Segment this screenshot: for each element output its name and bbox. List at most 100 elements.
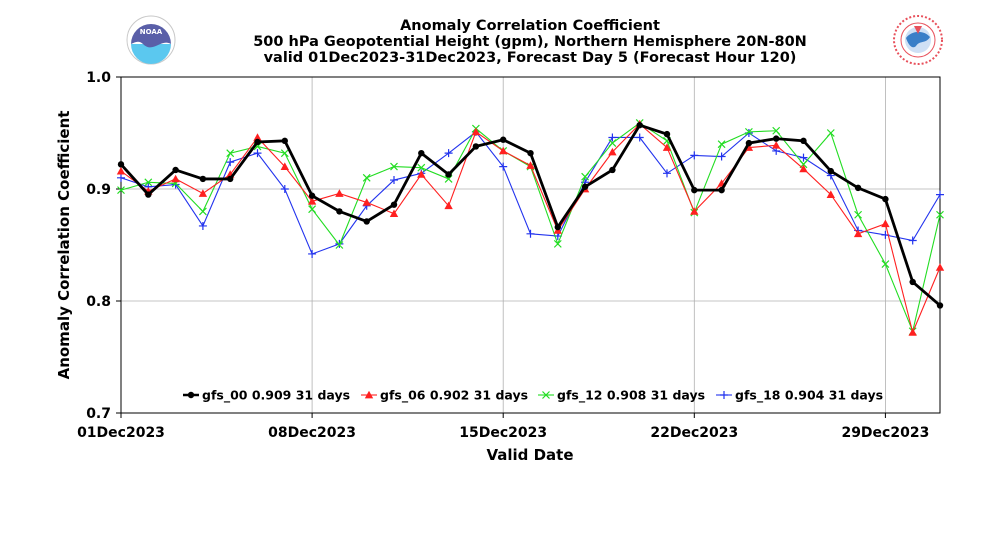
data-point [444, 201, 453, 210]
legend-label: gfs_12 0.908 31 days [557, 388, 705, 404]
data-point [609, 166, 616, 174]
x-tick-label: 29Dec2023 [841, 425, 929, 441]
data-point [935, 263, 945, 271]
data-point [145, 191, 152, 198]
data-point [280, 185, 289, 193]
noaa-logo-icon: NOAA [126, 15, 176, 65]
data-point [908, 236, 917, 245]
y-axis-label: Anomaly Correlation Coefficient [55, 111, 73, 380]
data-point [853, 229, 863, 238]
data-point [144, 178, 153, 187]
data-point [854, 184, 862, 192]
legend-item: gfs_00 0.909 31 days [183, 388, 350, 404]
data-point [363, 218, 370, 225]
data-point [254, 138, 261, 146]
data-point [499, 162, 508, 171]
y-tick-label: 0.8 [86, 294, 111, 310]
data-point [336, 208, 343, 215]
data-point [881, 219, 890, 228]
data-point [117, 173, 125, 182]
data-point [717, 152, 726, 161]
x-tick-label: 01Dec2023 [77, 425, 165, 441]
y-tick-label: 0.7 [86, 406, 111, 422]
data-point [390, 201, 398, 208]
data-point [444, 149, 453, 158]
data-point [826, 129, 835, 137]
data-point [827, 167, 834, 175]
data-point [199, 175, 207, 183]
data-point [117, 186, 125, 195]
data-point [635, 133, 644, 142]
legend-label: gfs_06 0.902 31 days [380, 388, 528, 404]
data-point [882, 195, 889, 203]
data-point [253, 149, 262, 158]
legend-label: gfs_18 0.904 31 days [735, 388, 883, 404]
data-point [663, 130, 671, 138]
data-point [690, 151, 699, 160]
data-point [390, 176, 398, 185]
x-tick-label: 22Dec2023 [650, 425, 738, 441]
data-point [772, 126, 781, 135]
data-point [171, 174, 180, 183]
data-point [826, 190, 835, 198]
data-point [500, 136, 507, 143]
data-point [253, 133, 262, 141]
title-line-2: 500 hPa Geopotential Height (gpm), North… [253, 34, 807, 50]
series-gfs_06 [116, 119, 945, 336]
data-point [227, 175, 234, 183]
data-point [608, 139, 617, 148]
data-point [908, 328, 917, 336]
legend-item: gfs_06 0.902 31 days [361, 388, 528, 404]
data-point [636, 121, 643, 129]
y-tick-label: 1.0 [86, 70, 111, 86]
data-point [608, 147, 617, 156]
data-point [936, 190, 944, 199]
data-point [280, 149, 289, 158]
series-gfs_18 [117, 127, 944, 258]
data-point [418, 149, 425, 157]
data-point [608, 133, 617, 142]
legend-marker [187, 391, 195, 399]
legend-item: gfs_18 0.904 31 days [716, 388, 883, 404]
data-point [526, 161, 535, 169]
data-point [745, 139, 753, 147]
data-point [308, 249, 317, 258]
data-point [172, 166, 179, 174]
data-point [854, 210, 863, 219]
data-point [881, 260, 890, 268]
y-tick-label: 0.9 [86, 182, 111, 198]
data-point [800, 137, 807, 145]
data-point [362, 173, 371, 182]
data-point [691, 186, 698, 194]
data-point [718, 186, 725, 194]
x-tick-label: 15Dec2023 [459, 425, 547, 441]
title-line-3: valid 01Dec2023-31Dec2023, Forecast Day … [264, 50, 797, 66]
x-axis-label: Valid Date [486, 446, 573, 464]
data-point [198, 207, 207, 216]
plot-area: 0.7 0.8 0.9 1.0 01Dec2023 08Dec2023 15Dec2023 2… [77, 70, 945, 441]
legend-marker [364, 390, 374, 399]
data-point [417, 170, 426, 178]
data-point [662, 143, 672, 151]
data-point [554, 223, 561, 231]
chart-title: Anomaly Correlation Coefficient 500 hPa … [253, 18, 807, 66]
nws-logo-icon [893, 15, 943, 65]
data-point [117, 161, 125, 168]
data-point [772, 141, 781, 149]
data-point [308, 192, 316, 199]
legend-marker [542, 391, 550, 399]
data-point [717, 140, 726, 149]
data-point [226, 149, 235, 158]
legend-item: gfs_12 0.908 31 days [538, 388, 705, 404]
data-point [581, 172, 590, 181]
data-point [909, 278, 916, 286]
data-point [390, 162, 398, 171]
data-point [280, 162, 289, 170]
data-point [936, 210, 944, 219]
data-point [198, 189, 208, 197]
data-point [308, 205, 317, 214]
data-point [499, 146, 508, 155]
data-point [581, 183, 589, 190]
data-point [553, 239, 562, 248]
